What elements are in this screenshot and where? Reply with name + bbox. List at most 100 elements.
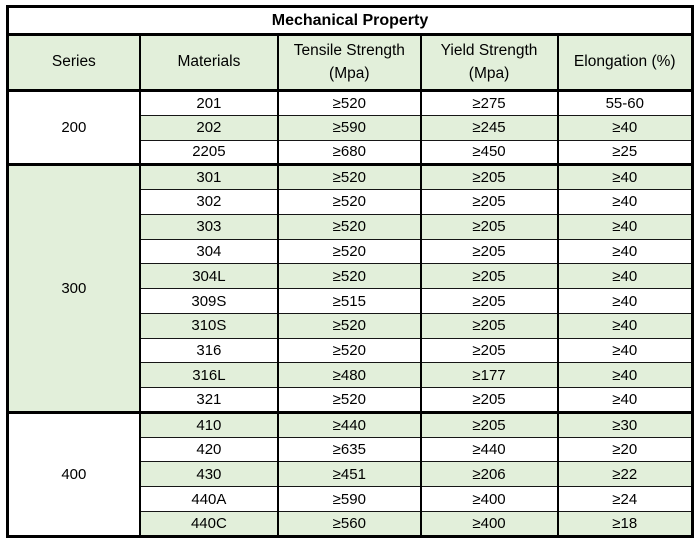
cell-420-tensile-strength: ≥635 (277, 436, 422, 463)
cell-309s-yield-strength: ≥205 (419, 288, 559, 314)
cell-201-materials: 201 (138, 89, 280, 116)
cell-430-elongation: ≥22 (556, 461, 694, 488)
cell-309s-elongation: ≥40 (556, 288, 694, 314)
cell-201-tensile-strength: ≥520 (277, 89, 422, 116)
cell-321-yield-strength: ≥205 (419, 387, 559, 413)
cell-304l-elongation: ≥40 (556, 263, 694, 290)
col-header-tensile-strength: Tensile Strength (Mpa) (277, 33, 422, 92)
table-row-420: 420 ≥635 ≥440 ≥20 (8, 436, 694, 463)
cell-304-tensile-strength: ≥520 (277, 238, 422, 265)
cell-2205-tensile-strength: ≥680 (277, 139, 422, 166)
cell-2205-materials: 2205 (138, 139, 280, 166)
table-row-440c: 440C ≥560 ≥400 ≥18 (8, 511, 694, 537)
cell-410-elongation: ≥30 (556, 410, 694, 438)
table-row-301: 300 301 ≥520 ≥205 ≥40 (6, 163, 694, 413)
cell-310s-yield-strength: ≥205 (419, 312, 559, 339)
table-row-303: 303 ≥520 ≥205 ≥40 (8, 213, 694, 240)
cell-2205-elongation: ≥25 (556, 139, 694, 166)
cell-321-tensile-strength: ≥520 (277, 387, 422, 413)
cell-316l-materials: 316L (138, 362, 280, 389)
cell-440a-tensile-strength: ≥590 (277, 486, 422, 513)
cell-316l-elongation: ≥40 (556, 362, 694, 389)
cell-316-tensile-strength: ≥520 (277, 337, 422, 364)
cell-321-elongation: ≥40 (556, 387, 694, 413)
col-header-elongation: Elongation (%) (556, 33, 694, 92)
title-row: Mechanical Property (7, 6, 693, 36)
cell-440c-tensile-strength: ≥560 (277, 511, 422, 537)
cell-420-materials: 420 (138, 436, 280, 463)
column-header-row: Series Materials Tensile Strength (Mpa) Yie… (6, 33, 694, 92)
series-cell-300: 300 (6, 163, 141, 413)
table-row-410: 400 410 ≥440 ≥205 ≥30 (6, 410, 694, 538)
cell-316l-yield-strength: ≥177 (419, 362, 559, 389)
cell-440c-yield-strength: ≥400 (419, 511, 559, 537)
table-row-309s: 309S ≥515 ≥205 ≥40 (8, 288, 694, 314)
cell-202-materials: 202 (138, 114, 280, 141)
table-row-316: 316 ≥520 ≥205 ≥40 (8, 337, 694, 364)
cell-301-materials: 301 (138, 163, 280, 191)
cell-202-tensile-strength: ≥590 (277, 114, 422, 141)
cell-430-materials: 430 (138, 461, 280, 488)
cell-309s-materials: 309S (138, 288, 280, 314)
table-row-2205: 2205 ≥680 ≥450 ≥25 (8, 139, 694, 166)
cell-316l-tensile-strength: ≥480 (277, 362, 422, 389)
cell-410-materials: 410 (138, 410, 280, 438)
cell-420-yield-strength: ≥440 (419, 436, 559, 463)
cell-321-materials: 321 (138, 387, 280, 413)
cell-303-yield-strength: ≥205 (419, 213, 559, 240)
cell-440a-yield-strength: ≥400 (419, 486, 559, 513)
cell-304l-materials: 304L (138, 263, 280, 290)
cell-303-materials: 303 (138, 213, 280, 240)
cell-440a-materials: 440A (138, 486, 280, 513)
cell-301-yield-strength: ≥205 (419, 163, 559, 191)
cell-310s-materials: 310S (138, 312, 280, 339)
table-row-440a: 440A ≥590 ≥400 ≥24 (8, 486, 694, 513)
cell-2205-yield-strength: ≥450 (419, 139, 559, 166)
table-title: Mechanical Property (7, 6, 693, 36)
table-row-310s: 310S ≥520 ≥205 ≥40 (8, 312, 694, 339)
cell-440c-materials: 440C (138, 511, 280, 537)
cell-420-elongation: ≥20 (556, 436, 694, 463)
cell-440a-elongation: ≥24 (556, 486, 694, 513)
cell-202-yield-strength: ≥245 (419, 114, 559, 141)
series-cell-400: 400 (6, 410, 141, 538)
table-row-430: 430 ≥451 ≥206 ≥22 (8, 461, 694, 488)
cell-302-materials: 302 (138, 189, 280, 215)
cell-316-materials: 316 (138, 337, 280, 364)
cell-440c-elongation: ≥18 (556, 511, 694, 537)
cell-302-tensile-strength: ≥520 (277, 189, 422, 215)
table-row-304l: 304L ≥520 ≥205 ≥40 (8, 263, 694, 290)
cell-304l-yield-strength: ≥205 (419, 263, 559, 290)
table-row-302: 302 ≥520 ≥205 ≥40 (8, 189, 694, 215)
cell-316-yield-strength: ≥205 (419, 337, 559, 364)
cell-202-elongation: ≥40 (556, 114, 694, 141)
cell-309s-tensile-strength: ≥515 (277, 288, 422, 314)
table-row-202: 202 ≥590 ≥245 ≥40 (8, 114, 694, 141)
mechanical-property-table: Mechanical Property Series Materials Tensi… (6, 5, 694, 538)
cell-310s-elongation: ≥40 (556, 312, 694, 339)
cell-304l-tensile-strength: ≥520 (277, 263, 422, 290)
cell-316-elongation: ≥40 (556, 337, 694, 364)
cell-201-yield-strength: ≥275 (419, 89, 559, 116)
series-cell-200: 200 (6, 88, 141, 166)
cell-301-tensile-strength: ≥520 (277, 163, 422, 191)
col-header-materials: Materials (138, 33, 280, 92)
col-header-series: Series (6, 33, 141, 92)
cell-304-elongation: ≥40 (556, 238, 694, 265)
cell-304-yield-strength: ≥205 (419, 238, 559, 265)
cell-301-elongation: ≥40 (556, 163, 694, 191)
cell-310s-tensile-strength: ≥520 (277, 312, 422, 339)
cell-302-elongation: ≥40 (556, 189, 694, 215)
cell-303-tensile-strength: ≥520 (277, 213, 422, 240)
col-header-yield-strength: Yield Strength (Mpa) (419, 33, 559, 92)
cell-410-tensile-strength: ≥440 (277, 410, 422, 438)
table-row-316l: 316L ≥480 ≥177 ≥40 (8, 362, 694, 389)
cell-303-elongation: ≥40 (556, 213, 694, 240)
cell-302-yield-strength: ≥205 (419, 189, 559, 215)
cell-430-tensile-strength: ≥451 (277, 461, 422, 488)
cell-304-materials: 304 (138, 238, 280, 265)
cell-410-yield-strength: ≥205 (419, 410, 559, 438)
cell-430-yield-strength: ≥206 (419, 461, 559, 488)
table-row-201: 200 201 ≥520 ≥275 55-60 (6, 88, 694, 166)
